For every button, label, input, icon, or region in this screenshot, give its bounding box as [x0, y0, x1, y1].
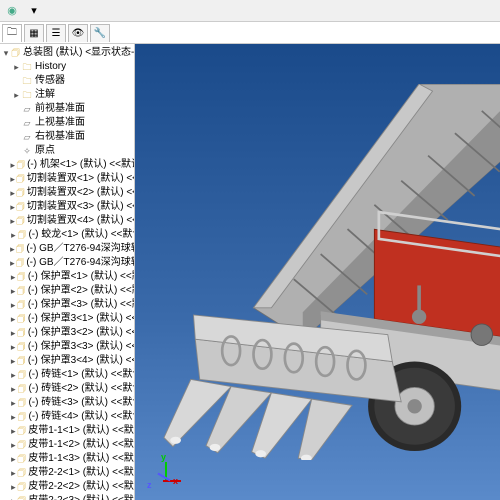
tree-part-24-icon: 🗇	[17, 495, 26, 500]
tree-part-13[interactable]: ▸🗇(-) 保护罩3<3> (默认) <<默认...	[0, 340, 134, 354]
orientation-icon[interactable]: ◉	[4, 3, 20, 19]
tree-part-6-icon: 🗇	[16, 243, 25, 255]
tree-part-8-icon: 🗇	[17, 271, 26, 283]
tree-part-19[interactable]: ▸🗇皮带1-1<1> (默认) <<默认>_...	[0, 424, 134, 438]
tree-part-20[interactable]: ▸🗇皮带1-1<2> (默认) <<默认>_...	[0, 438, 134, 452]
tab-eye[interactable]: 👁	[68, 24, 88, 42]
tab-assembly[interactable]: 🗀	[2, 24, 22, 42]
tree-part-14[interactable]: ▸🗇(-) 保护罩3<4> (默认) <<默认...	[0, 354, 134, 368]
tree-part-9-icon: 🗇	[17, 285, 26, 297]
tree-part-3-icon: 🗇	[16, 201, 25, 213]
tree-part-2[interactable]: ▸🗇切割装置双<2> (默认) <<默认>...	[0, 186, 134, 200]
tree-part-16-icon: 🗇	[17, 383, 26, 395]
tree-part-13-icon: 🗇	[17, 341, 26, 353]
tree-part-7-icon: 🗇	[16, 257, 25, 269]
tree-fixed-2-icon: 🗀	[21, 89, 33, 101]
tree-part-18[interactable]: ▸🗇(-) 砖链<4> (默认) <<默认>_...	[0, 410, 134, 424]
tree-part-9[interactable]: ▸🗇(-) 保护罩<2> (默认) <<默认>...	[0, 284, 134, 298]
tree-part-16[interactable]: ▸🗇(-) 砖链<2> (默认) <<默认>_...	[0, 382, 134, 396]
dropdown-icon[interactable]: ▾	[26, 3, 42, 19]
tree-part-10-icon: 🗇	[17, 299, 26, 311]
tree-part-5-icon: 🗇	[17, 229, 26, 241]
tree-fixed-1[interactable]: 🗀传感器	[0, 74, 134, 88]
tree-part-21-icon: 🗇	[17, 453, 26, 465]
tree-fixed-5[interactable]: ▱右视基准面	[0, 130, 134, 144]
tree-part-10[interactable]: ▸🗇(-) 保护罩<3> (默认) <<默认>...	[0, 298, 134, 312]
tree-part-4-icon: 🗇	[16, 215, 25, 227]
tab-list[interactable]: ☰	[46, 24, 66, 42]
tree-part-3[interactable]: ▸🗇切割装置双<3> (默认) <<默认>...	[0, 200, 134, 214]
tree-part-23[interactable]: ▸🗇皮带2-2<2> (默认) <<默认>_...	[0, 480, 134, 494]
tree-part-2-icon: 🗇	[16, 187, 25, 199]
tree-part-17-icon: 🗇	[17, 397, 26, 409]
tree-part-18-icon: 🗇	[17, 411, 26, 423]
tree-part-14-icon: 🗇	[17, 355, 26, 367]
tree-fixed-0[interactable]: ▸🗀History	[0, 60, 134, 74]
tree-part-15-icon: 🗇	[17, 369, 26, 381]
tree-part-6[interactable]: ▸🗇(-) GB／T276-94深沟球轴承602...	[0, 242, 134, 256]
tab-config[interactable]: 🔧	[90, 24, 110, 42]
tab-hidden[interactable]: ▦	[24, 24, 44, 42]
top-toolbar: ◉ ▾	[0, 0, 500, 22]
tree-part-0[interactable]: ▸🗇(-) 机架<1> (默认) <<默认>_显...	[0, 158, 134, 172]
tree-part-11-icon: 🗇	[17, 313, 26, 325]
tree-part-22-icon: 🗇	[17, 467, 26, 479]
tree-fixed-2[interactable]: ▸🗀注解	[0, 88, 134, 102]
tree-fixed-1-icon: 🗀	[21, 75, 33, 87]
tree-fixed-4[interactable]: ▱上视基准面	[0, 116, 134, 130]
panel-tabs: 🗀▦☰👁🔧	[0, 22, 500, 44]
tree-part-0-icon: 🗇	[16, 159, 25, 171]
tree-fixed-4-icon: ▱	[21, 117, 33, 129]
tree-part-15[interactable]: ▸🗇(-) 砖链<1> (默认) <<默认>_...	[0, 368, 134, 382]
tree-part-20-icon: 🗇	[17, 439, 26, 451]
tree-part-17[interactable]: ▸🗇(-) 砖链<3> (默认) <<默认>_...	[0, 396, 134, 410]
3d-viewport[interactable]: y x z	[135, 44, 500, 500]
tree-part-23-icon: 🗇	[17, 481, 26, 493]
tree-part-19-icon: 🗇	[17, 425, 26, 437]
tree-part-24[interactable]: ▸🗇皮带2-2<3> (默认) <<默认>_...	[0, 494, 134, 500]
axis-y: y	[161, 452, 166, 462]
axis-z: z	[147, 480, 152, 490]
orientation-triad[interactable]: y x z	[143, 452, 183, 492]
tree-part-5[interactable]: ▸🗇(-) 蛟龙<1> (默认) <<默认>_...	[0, 228, 134, 242]
feature-tree[interactable]: ▾🗇总装图 (默认) <显示状态-1>▸🗀History🗀传感器▸🗀注解▱前视基…	[0, 44, 135, 500]
tree-part-22[interactable]: ▸🗇皮带2-2<1> (默认) <<默认>_...	[0, 466, 134, 480]
tree-root[interactable]: ▾🗇总装图 (默认) <显示状态-1>	[0, 46, 134, 60]
tree-part-21[interactable]: ▸🗇皮带1-1<3> (默认) <<默认>_...	[0, 452, 134, 466]
tree-part-12-icon: 🗇	[17, 327, 26, 339]
tree-fixed-0-icon: 🗀	[21, 61, 33, 73]
tree-part-8[interactable]: ▸🗇(-) 保护罩<1> (默认) <<默认>...	[0, 270, 134, 284]
tree-part-12[interactable]: ▸🗇(-) 保护罩3<2> (默认) <<默认...	[0, 326, 134, 340]
axis-x: x	[173, 476, 178, 486]
tree-part-1[interactable]: ▸🗇切割装置双<1> (默认) <<默认>...	[0, 172, 134, 186]
tree-part-4[interactable]: ▸🗇切割装置双<4> (默认) <<默认>...	[0, 214, 134, 228]
tree-fixed-3[interactable]: ▱前视基准面	[0, 102, 134, 116]
model-harvester	[155, 84, 500, 460]
tree-part-11[interactable]: ▸🗇(-) 保护罩3<1> (默认) <<默认...	[0, 312, 134, 326]
tree-part-7[interactable]: ▸🗇(-) GB／T276-94深沟球轴承602...	[0, 256, 134, 270]
tree-part-1-icon: 🗇	[16, 173, 25, 185]
tree-fixed-5-icon: ▱	[21, 131, 33, 143]
tree-fixed-3-icon: ▱	[21, 103, 33, 115]
tree-root-icon: 🗇	[10, 47, 21, 59]
tree-fixed-6[interactable]: ✧原点	[0, 144, 134, 158]
tree-fixed-6-icon: ✧	[21, 145, 33, 157]
